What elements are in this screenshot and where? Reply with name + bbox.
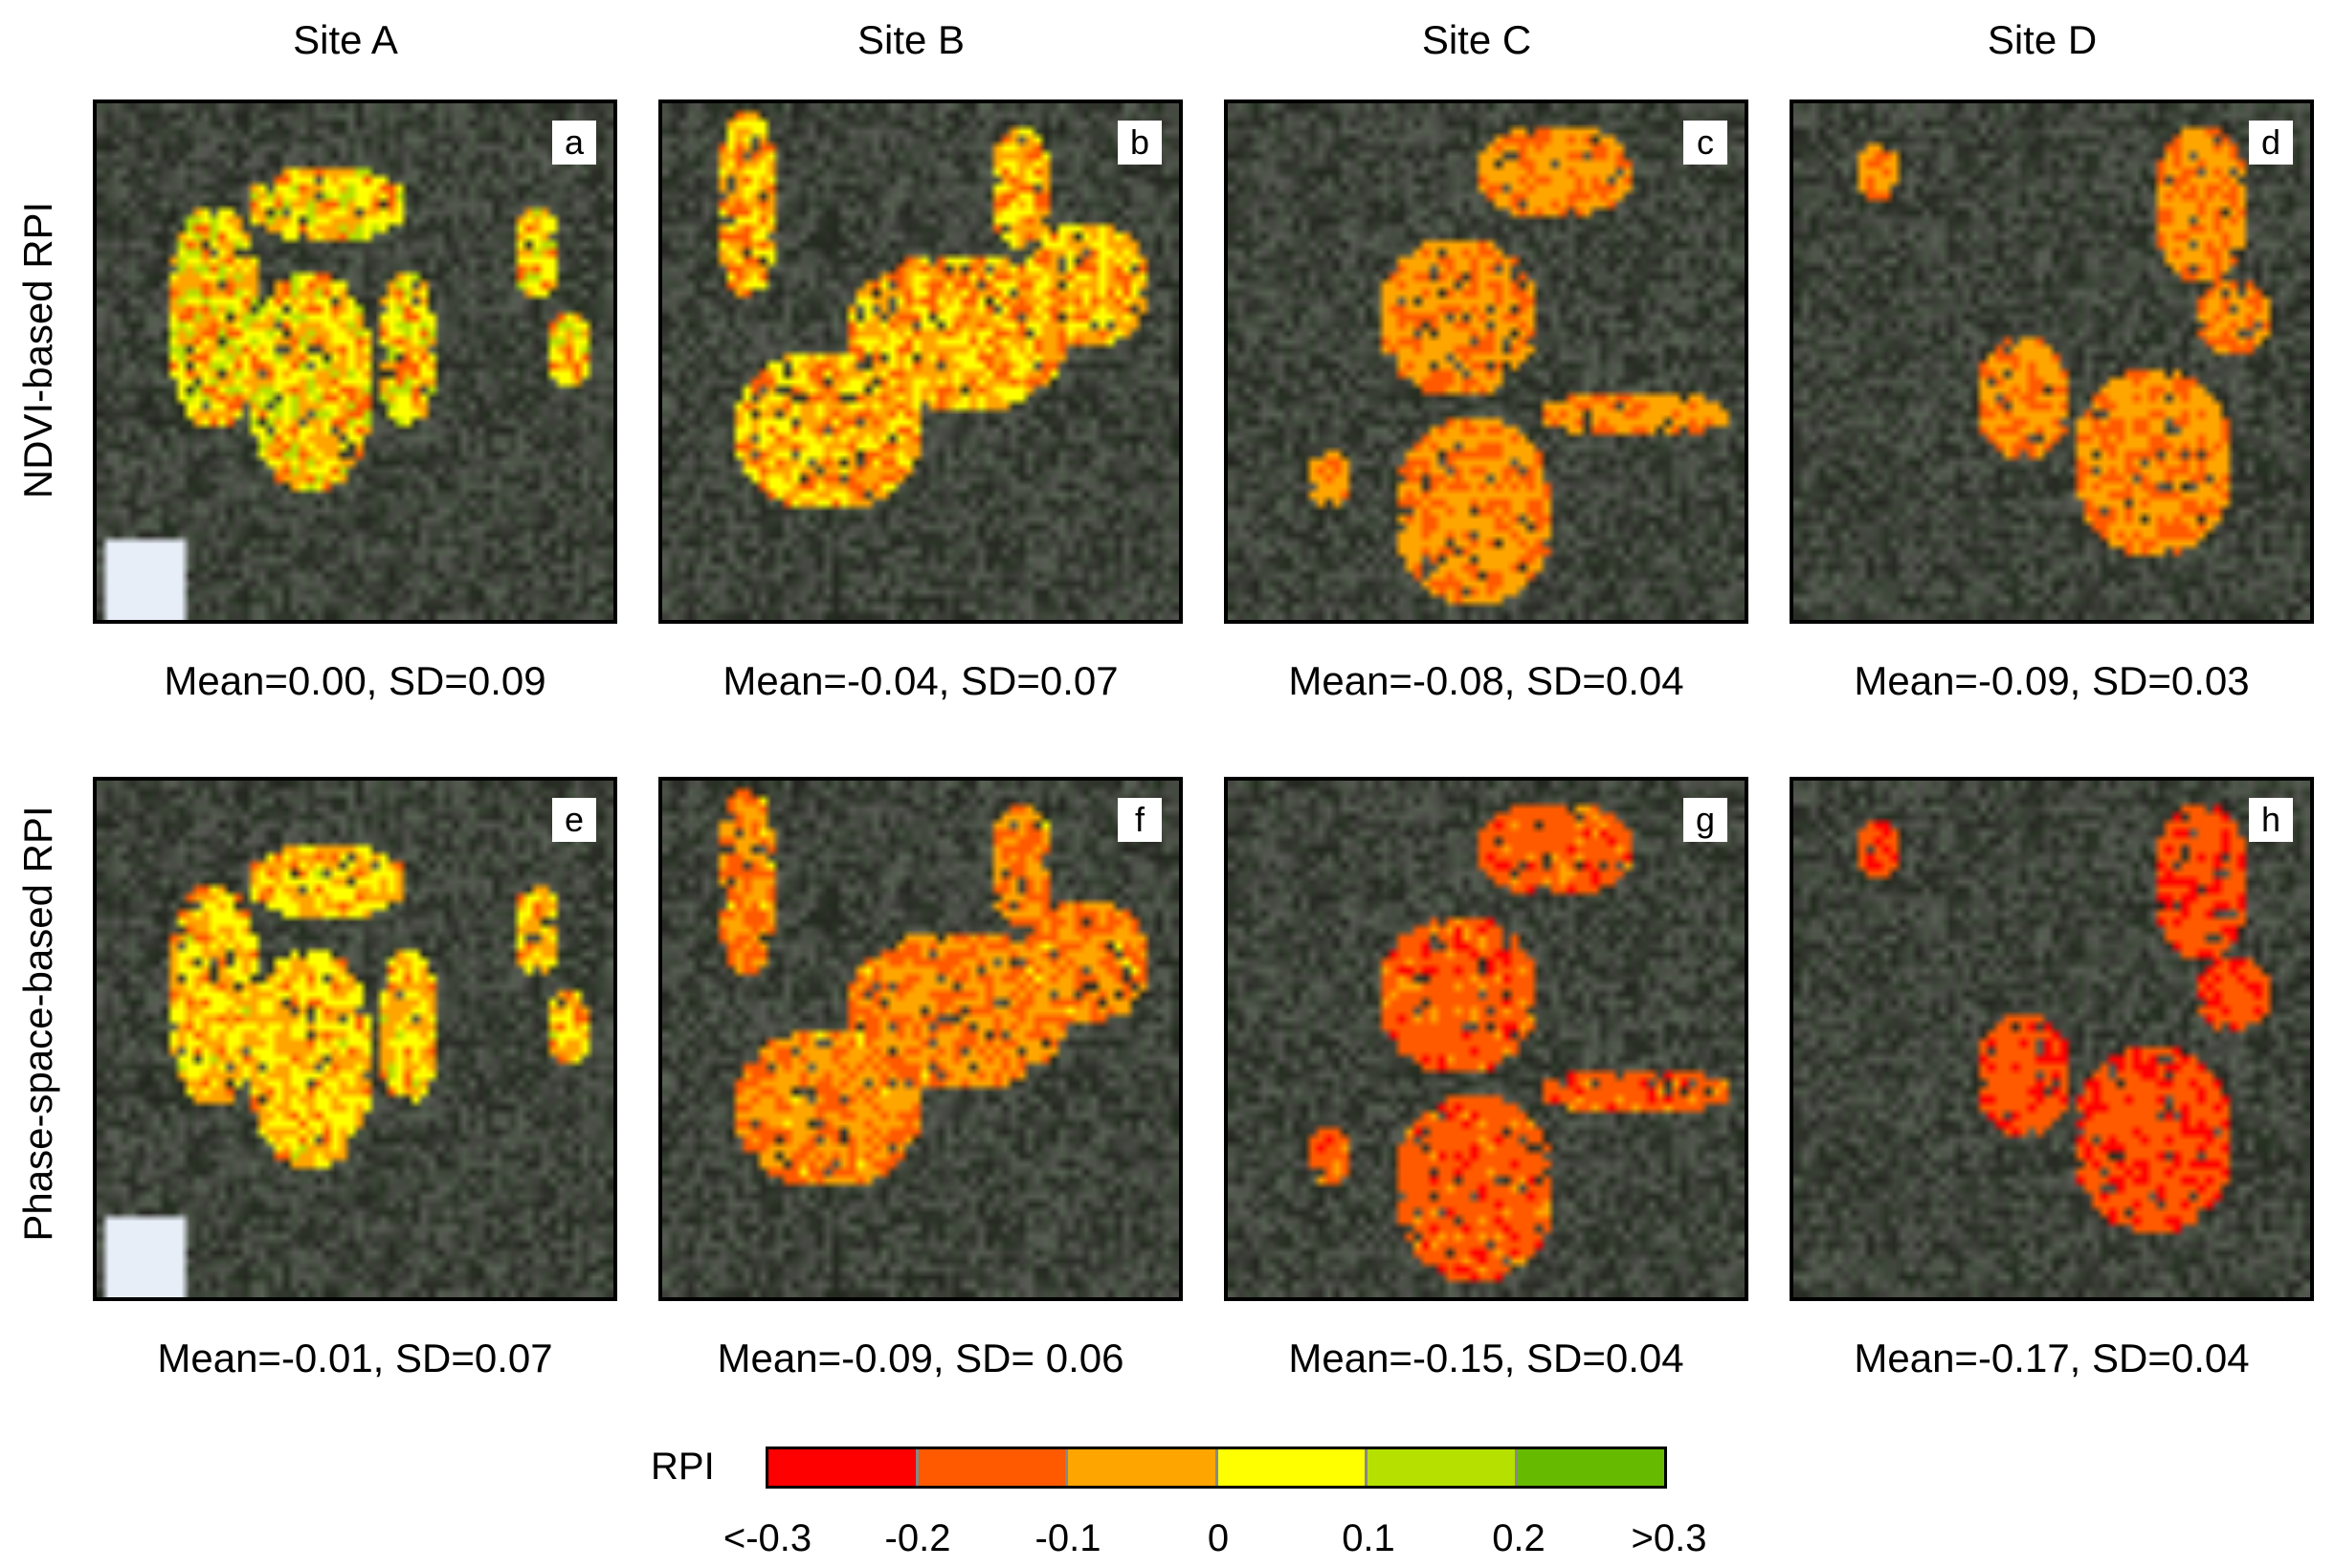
map-panel-c: c — [1224, 99, 1748, 624]
rpi-map-e — [97, 781, 613, 1297]
column-title-site-d: Site D — [1987, 17, 2098, 62]
panel-letter: d — [2249, 121, 2293, 165]
panel-letter: f — [1118, 798, 1162, 842]
rpi-map-f — [662, 781, 1179, 1297]
rpi-map-d — [1793, 103, 2310, 620]
map-panel-e: e — [93, 777, 617, 1301]
stats-c: Mean=-0.08, SD=0.04 — [1288, 658, 1684, 703]
panel-letter: c — [1683, 121, 1727, 165]
legend-swatch-3 — [1068, 1449, 1218, 1486]
stats-g: Mean=-0.15, SD=0.04 — [1288, 1336, 1684, 1380]
rpi-map-a — [97, 103, 613, 620]
map-panel-h: h — [1790, 777, 2314, 1301]
panel-letter: h — [2249, 798, 2293, 842]
map-panel-f: f — [658, 777, 1183, 1301]
legend-swatch-1 — [768, 1449, 919, 1486]
map-panel-d: d — [1790, 99, 2314, 624]
legend-tick: 0 — [1207, 1517, 1230, 1559]
stats-f: Mean=-0.09, SD= 0.06 — [717, 1336, 1124, 1380]
legend-swatch-4 — [1217, 1449, 1368, 1486]
column-title-site-b: Site B — [856, 17, 966, 62]
stats-h: Mean=-0.17, SD=0.04 — [1854, 1336, 2250, 1380]
legend-title: RPI — [651, 1446, 715, 1488]
legend-tick: -0.2 — [884, 1517, 951, 1559]
stats-e: Mean=-0.01, SD=0.07 — [157, 1336, 553, 1380]
legend-tick: -0.1 — [1034, 1517, 1101, 1559]
rpi-map-b — [662, 103, 1179, 620]
column-title-site-c: Site C — [1421, 17, 1532, 62]
legend-tick: <-0.3 — [723, 1517, 812, 1559]
rpi-map-g — [1228, 781, 1745, 1297]
legend-tick: 0.2 — [1492, 1517, 1546, 1559]
rpi-map-c — [1228, 103, 1745, 620]
legend-tick: 0.1 — [1342, 1517, 1395, 1559]
legend-tick: >0.3 — [1631, 1517, 1707, 1559]
panel-letter: g — [1683, 798, 1727, 842]
legend-swatch-2 — [918, 1449, 1068, 1486]
stats-a: Mean=0.00, SD=0.09 — [164, 658, 546, 703]
legend-colorbar — [766, 1447, 1667, 1489]
stats-b: Mean=-0.04, SD=0.07 — [723, 658, 1119, 703]
panel-letter: e — [552, 798, 596, 842]
row-title-phase-space: Phase-space-based RPI — [15, 806, 60, 1242]
rpi-map-h — [1793, 781, 2310, 1297]
legend-swatch-6 — [1517, 1449, 1664, 1486]
map-panel-b: b — [658, 99, 1183, 624]
legend-swatch-5 — [1368, 1449, 1518, 1486]
map-panel-g: g — [1224, 777, 1748, 1301]
column-title-site-a: Site A — [293, 17, 398, 62]
panel-letter: b — [1118, 121, 1162, 165]
stats-d: Mean=-0.09, SD=0.03 — [1854, 658, 2250, 703]
map-panel-a: a — [93, 99, 617, 624]
panel-letter: a — [552, 121, 596, 165]
row-title-ndvi: NDVI-based RPI — [15, 201, 60, 499]
